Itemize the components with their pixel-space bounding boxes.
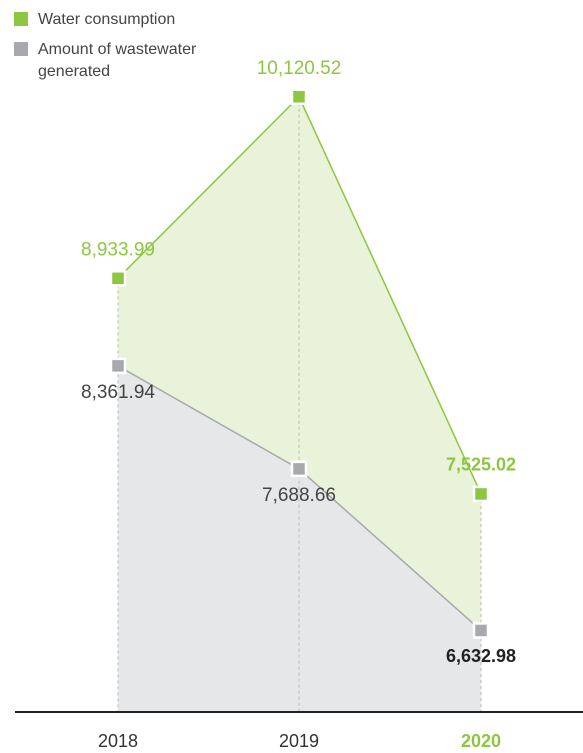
- marker: [290, 460, 308, 478]
- data-label: 8,361.94: [81, 382, 155, 403]
- x-tick-label: 2018: [98, 731, 138, 751]
- x-tick-label: 2020: [461, 731, 501, 751]
- legend-swatch: [14, 42, 28, 56]
- legend-swatch: [14, 12, 28, 26]
- legend-label: Amount of wastewater generated: [38, 41, 197, 80]
- data-label: 6,632.98: [446, 646, 516, 666]
- marker: [472, 485, 490, 503]
- legend-label: Water consumption: [38, 11, 176, 28]
- marker: [472, 622, 490, 639]
- area-fill: [118, 365, 481, 712]
- marker: [109, 270, 127, 287]
- x-tick-label: 2019: [279, 731, 319, 751]
- marker: [290, 88, 308, 106]
- marker: [109, 357, 127, 375]
- data-label: 7,688.66: [262, 485, 336, 506]
- data-label: 10,120.52: [257, 58, 342, 79]
- data-label: 7,525.02: [446, 455, 516, 475]
- data-label: 8,933.99: [81, 239, 155, 260]
